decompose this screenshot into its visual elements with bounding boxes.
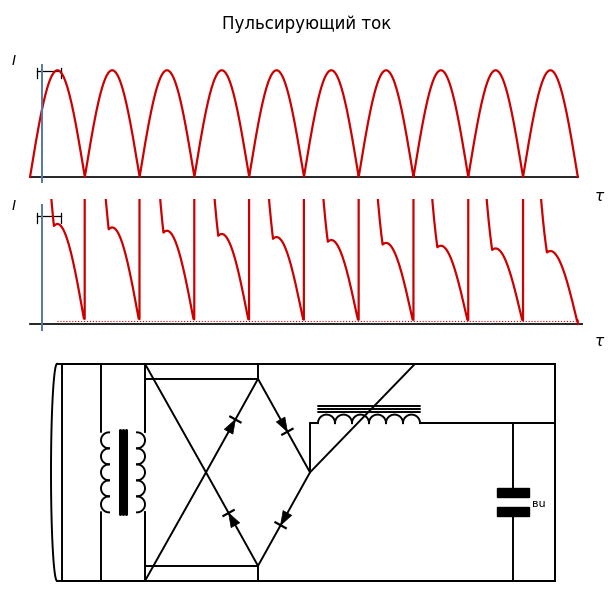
Bar bbox=[497, 507, 529, 516]
Text: I: I bbox=[12, 199, 16, 213]
Polygon shape bbox=[276, 417, 287, 432]
Text: I: I bbox=[12, 54, 16, 68]
Bar bbox=[497, 488, 529, 497]
Polygon shape bbox=[281, 511, 292, 525]
Text: τ: τ bbox=[594, 189, 604, 204]
Text: Пульсирующий ток: Пульсирующий ток bbox=[222, 15, 392, 33]
Polygon shape bbox=[224, 420, 235, 434]
Text: τ: τ bbox=[594, 334, 604, 349]
Polygon shape bbox=[228, 513, 239, 528]
Text: вu: вu bbox=[532, 499, 546, 509]
